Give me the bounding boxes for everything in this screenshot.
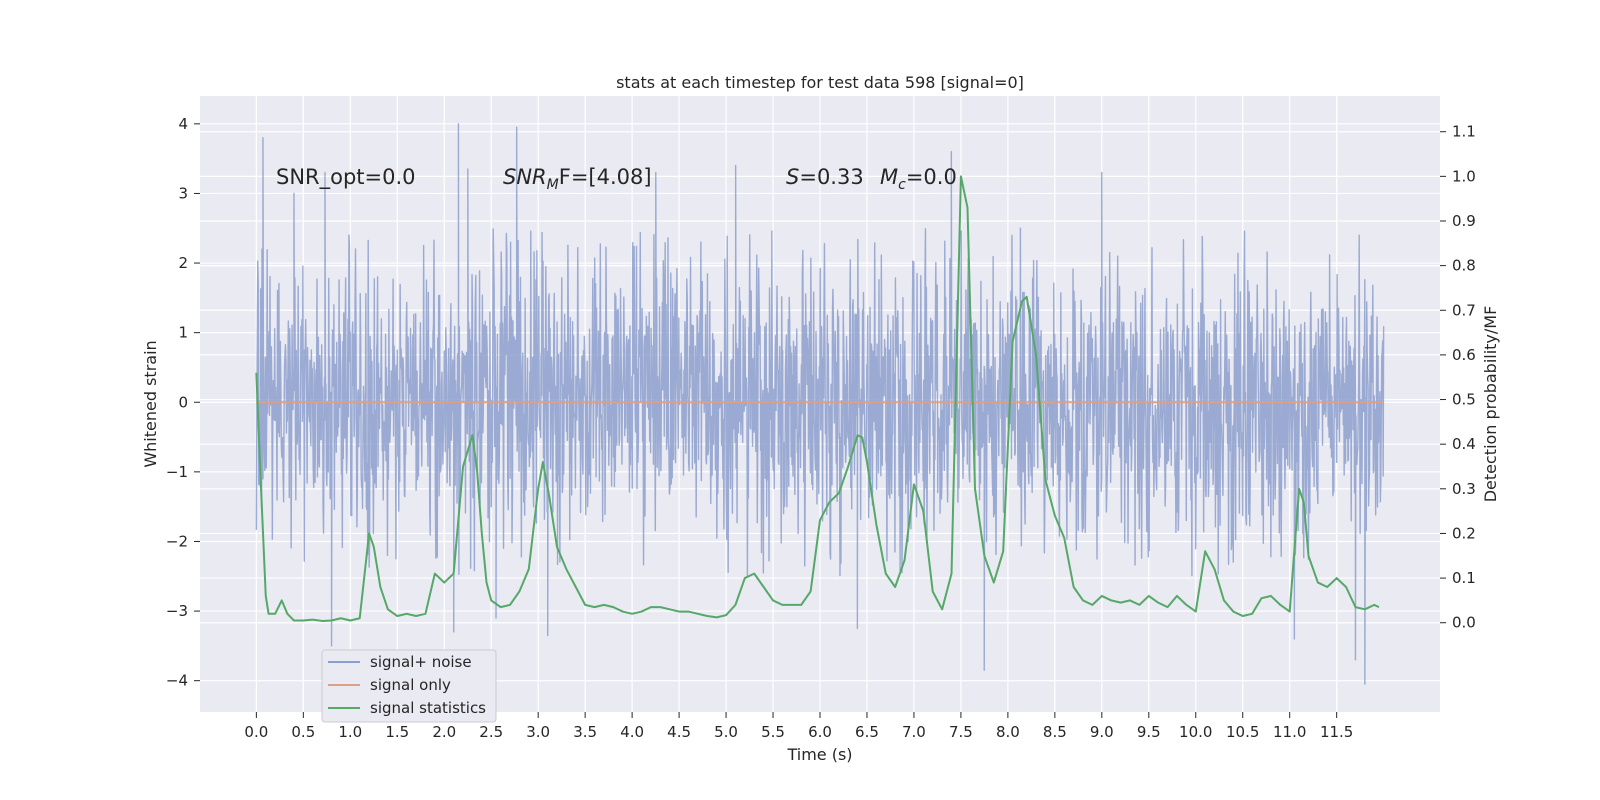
left-y-tick-label: 4 [178, 115, 188, 133]
right-y-tick-label: 0.6 [1452, 346, 1476, 364]
x-tick-label: 4.5 [667, 723, 691, 741]
signal-statistics-line [255, 175, 1380, 622]
left-y-tick-label: 0 [178, 393, 188, 411]
left-y-tick-label: 2 [178, 254, 188, 272]
x-tick-label: 1.5 [385, 723, 409, 741]
annotation-s-label: S [786, 165, 799, 189]
x-tick-label: 10.0 [1179, 723, 1212, 741]
x-tick-label: 11.0 [1273, 723, 1306, 741]
left-y-tick-label: 3 [178, 184, 188, 202]
x-tick-label: 7.5 [949, 723, 973, 741]
x-tick-label: 9.0 [1090, 723, 1114, 741]
right-y-axis-ticks: 1.1 1.0 0.9 0.8 0.7 0.6 0.5 0.4 0.3 0.2 0.1 0.0 [1440, 123, 1476, 632]
annotation-snr-mf-sub: M [547, 177, 559, 193]
x-tick-label: 5.5 [761, 723, 785, 741]
x-tick-label: 7.0 [902, 723, 926, 741]
x-tick-label: 3.5 [573, 723, 597, 741]
left-y-tick-label: 1 [178, 324, 188, 342]
annotation-s: S=0.33 [786, 165, 864, 189]
x-tick-label: 6.5 [855, 723, 879, 741]
right-y-tick-label: 0.7 [1452, 301, 1476, 319]
x-tick-label: 11.5 [1320, 723, 1353, 741]
legend-label-signal-only: signal only [370, 676, 451, 694]
x-tick-label: 4.0 [620, 723, 644, 741]
right-y-tick-label: 0.2 [1452, 524, 1476, 542]
right-y-tick-label: 1.0 [1452, 167, 1476, 185]
annotation-snr-opt: SNR_opt=0.0 [276, 165, 416, 190]
x-axis-ticks: 0.0 0.5 1.0 1.5 2.0 2.5 3.0 3.5 4.0 4.5 5.0 5.5 6.0 6… [244, 712, 1353, 741]
right-y-axis-label: Detection probability/MF [1481, 306, 1500, 503]
annotation-s-value: =0.33 [799, 165, 863, 189]
right-y-tick-label: 1.1 [1452, 123, 1476, 141]
legend-label-signal-noise: signal+ noise [370, 653, 472, 671]
x-tick-label: 6.0 [808, 723, 832, 741]
annotation-mc-value: =0.0 [906, 165, 957, 189]
legend: signal+ noise signal only signal statist… [321, 649, 497, 723]
annotation-snr-mf-main: SNR [503, 165, 547, 189]
x-axis-label: Time (s) [786, 745, 852, 764]
right-y-tick-label: 0.5 [1452, 391, 1476, 409]
chart-title: stats at each timestep for test data 598… [616, 73, 1024, 92]
right-y-tick-label: 0.4 [1452, 435, 1476, 453]
right-y-tick-label: 0.0 [1452, 614, 1476, 632]
annotation-snr-mf: SNRMF=[4.08] [503, 165, 652, 193]
x-tick-label: 8.0 [996, 723, 1020, 741]
left-y-tick-label: −3 [166, 602, 188, 620]
x-tick-label: 1.0 [338, 723, 362, 741]
signal-statistics-series [255, 175, 1380, 622]
x-tick-label: 2.0 [432, 723, 456, 741]
right-y-tick-label: 0.9 [1452, 212, 1476, 230]
x-tick-label: 2.5 [479, 723, 503, 741]
right-y-tick-label: 0.8 [1452, 257, 1476, 275]
x-tick-label: 3.0 [526, 723, 550, 741]
x-tick-label: 9.5 [1137, 723, 1161, 741]
x-tick-label: 0.5 [291, 723, 315, 741]
left-y-tick-label: −4 [166, 672, 188, 690]
right-y-tick-label: 0.3 [1452, 480, 1476, 498]
left-y-tick-label: −1 [166, 463, 188, 481]
legend-label-signal-statistics: signal statistics [370, 699, 486, 717]
x-tick-label: 10.5 [1226, 723, 1259, 741]
left-y-axis-label: Whitened strain [141, 340, 160, 467]
legend-box [321, 649, 497, 723]
left-y-tick-label: −2 [166, 532, 188, 550]
annotation-mc-sub: c [898, 177, 906, 193]
x-tick-label: 0.0 [244, 723, 268, 741]
annotation-mc-label: M [880, 165, 898, 189]
annotation-snr-mf-rest: F=[4.08] [559, 165, 652, 189]
x-tick-label: 5.0 [714, 723, 738, 741]
right-y-tick-label: 0.1 [1452, 569, 1476, 587]
annotation-mc: Mc=0.0 [880, 165, 957, 193]
x-tick-label: 8.5 [1043, 723, 1067, 741]
left-y-axis-ticks: 4 3 2 1 0 −1 −2 −3 −4 [166, 115, 200, 690]
